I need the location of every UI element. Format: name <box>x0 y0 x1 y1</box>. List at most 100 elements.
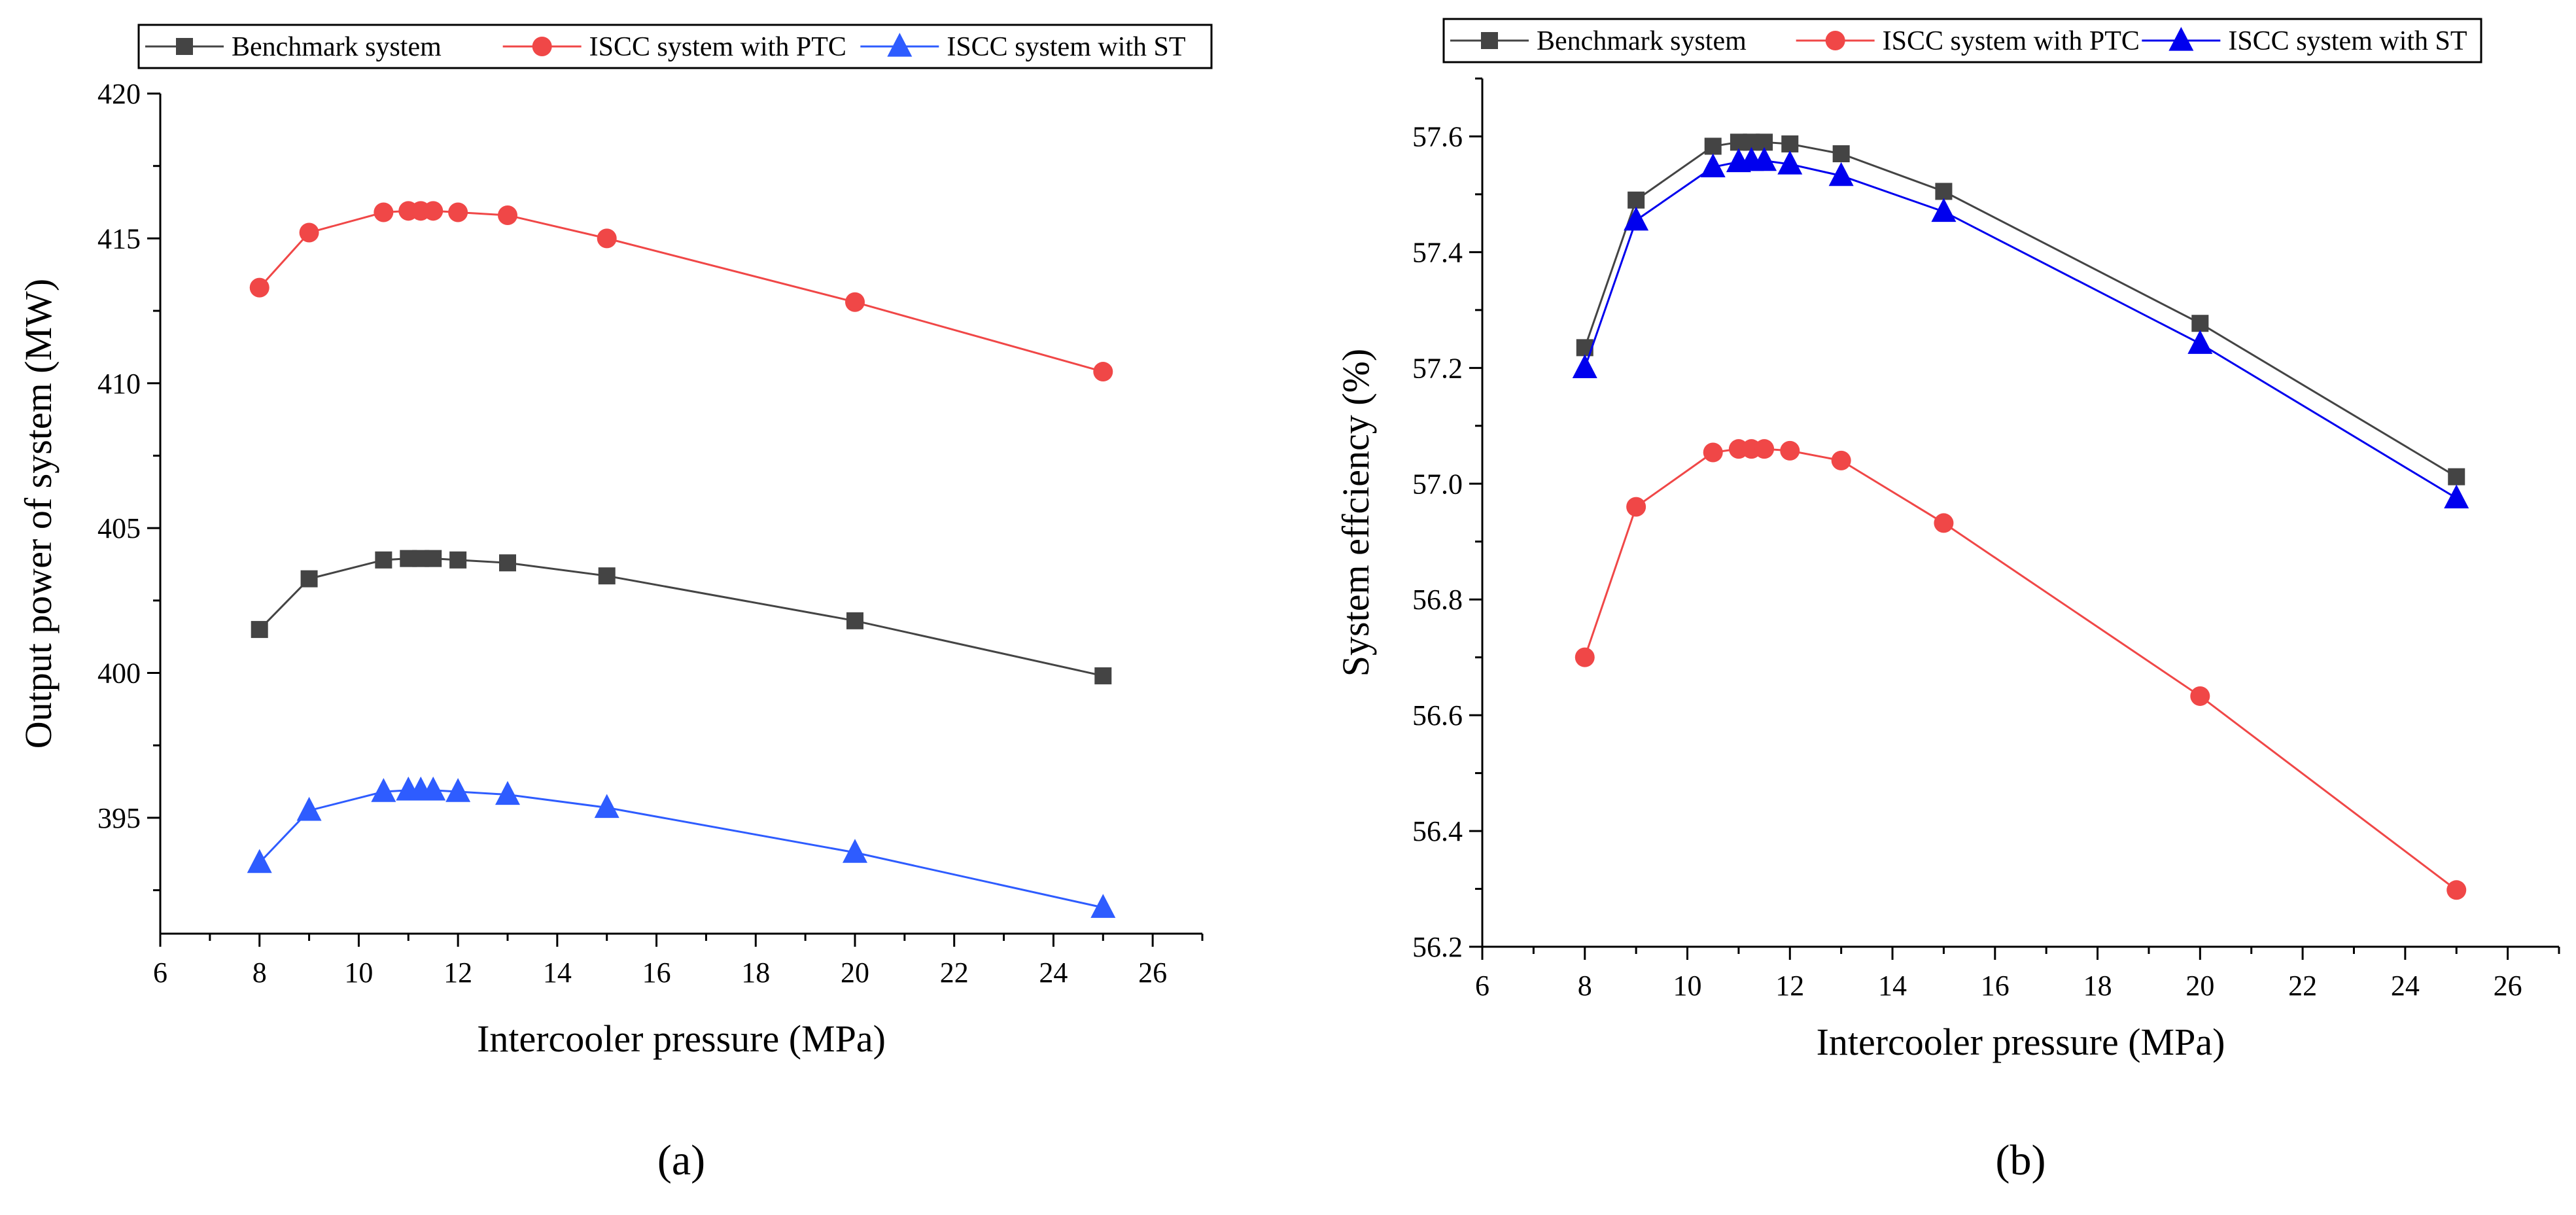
x-tick-label: 6 <box>1475 970 1489 1002</box>
legend-marker-circle <box>1825 31 1845 50</box>
data-point-triangle <box>1624 206 1649 231</box>
y-tick-label: 420 <box>97 78 141 110</box>
legend-marker-circle <box>532 37 552 56</box>
y-tick-label: 57.2 <box>1412 352 1463 384</box>
data-point-triangle <box>1572 354 1597 379</box>
x-tick-label: 10 <box>344 957 373 989</box>
data-point-triangle <box>495 781 520 805</box>
data-point-circle <box>1780 440 1800 461</box>
data-point-circle <box>374 202 394 222</box>
data-point-triangle <box>594 794 619 819</box>
legend: Benchmark system ISCC system with PTC ISCC… <box>1442 18 2482 63</box>
x-tick-label: 14 <box>1878 970 1907 1002</box>
y-axis-title: System effciency (%) <box>1334 349 1377 677</box>
data-point-square <box>449 551 467 569</box>
data-point-circle <box>1626 497 1646 517</box>
y-tick-label: 56.8 <box>1412 584 1463 616</box>
x-tick-label: 12 <box>1775 970 1804 1002</box>
data-point-square <box>499 554 516 572</box>
legend-label: ISCC system with ST <box>947 32 1185 62</box>
x-tick-label: 24 <box>2391 970 2420 1002</box>
series-line-2 <box>258 209 1104 373</box>
data-point-triangle <box>445 778 471 802</box>
data-point-circle <box>2190 686 2210 706</box>
chart-panel-a: 6 8 10 12 14 16 18 20 22 24 26 395 400 405 410 415 420 In… <box>17 24 1213 1184</box>
legend: Benchmark system ISCC system with PTC ISCC… <box>137 24 1213 69</box>
y-axis-title: Output power of system (MW) <box>17 279 60 748</box>
data-point-square <box>1832 145 1850 163</box>
y-tick-label: 56.4 <box>1412 815 1463 847</box>
data-point-triangle <box>1777 150 1803 175</box>
x-tick-label: 26 <box>1138 957 1167 989</box>
x-tick-label: 26 <box>2494 970 2522 1002</box>
y-tick-label: 56.6 <box>1412 699 1463 731</box>
data-point-circle <box>423 201 444 221</box>
data-point-triangle <box>1828 162 1854 186</box>
x-tick-label: 14 <box>543 957 572 989</box>
x-tick-label: 18 <box>741 957 770 989</box>
x-tick-label: 22 <box>2288 970 2317 1002</box>
data-point-triangle <box>1931 198 1957 222</box>
data-point-triangle <box>2444 484 2469 509</box>
data-point-square <box>1094 667 1112 684</box>
legend-label: Benchmark system <box>232 32 442 62</box>
data-point-triangle <box>247 849 272 873</box>
data-point-triangle <box>371 778 396 802</box>
data-point-circle <box>2446 880 2467 900</box>
data-point-circle <box>1703 442 1723 463</box>
data-point-square <box>846 612 863 629</box>
data-point-circle <box>1754 439 1775 459</box>
legend-marker-triangle <box>2168 27 2194 51</box>
x-tick-label: 18 <box>2083 970 2112 1002</box>
x-axis-title: Intercooler pressure (MPa) <box>1817 1021 2225 1063</box>
data-point-circle <box>448 202 468 222</box>
legend-marker-triangle <box>887 33 913 57</box>
data-point-circle <box>597 228 617 249</box>
data-point-square <box>2191 315 2209 332</box>
legend-label: Benchmark system <box>1537 26 1747 56</box>
y-tick-label: 410 <box>97 368 141 400</box>
data-point-circle <box>1575 647 1595 667</box>
x-tick-label: 16 <box>642 957 671 989</box>
data-point-triangle <box>421 776 446 801</box>
data-point-square <box>2448 468 2465 485</box>
data-point-circle <box>249 277 270 298</box>
data-point-triangle <box>1090 894 1116 918</box>
legend-label: ISCC system with PTC <box>589 32 846 62</box>
x-tick-label: 6 <box>153 957 167 989</box>
data-point-square <box>1627 191 1645 209</box>
legend-label: ISCC system with ST <box>2228 26 2467 56</box>
data-point-circle <box>845 292 865 312</box>
data-point-triangle <box>1752 147 1777 171</box>
data-point-triangle <box>2187 330 2213 354</box>
data-point-square <box>1704 137 1722 155</box>
y-tick-label: 56.2 <box>1412 931 1463 963</box>
x-tick-label: 22 <box>940 957 969 989</box>
data-point-square <box>598 567 616 585</box>
x-tick-label: 8 <box>1578 970 1592 1002</box>
x-tick-label: 20 <box>841 957 869 989</box>
x-tick-label: 20 <box>2185 970 2214 1002</box>
x-axis-title: Intercooler pressure (MPa) <box>477 1017 886 1060</box>
data-point-triangle <box>296 796 322 821</box>
data-point-circle <box>1831 450 1851 470</box>
series-line-3 <box>258 789 1104 909</box>
data-point-square <box>251 621 268 639</box>
data-point-square <box>300 570 318 588</box>
y-tick-label: 57.4 <box>1412 236 1463 268</box>
y-tick-label: 400 <box>97 658 141 690</box>
series-line-2 <box>1584 448 2458 891</box>
y-tick-label: 57.6 <box>1412 120 1463 152</box>
x-tick-label: 16 <box>1981 970 2010 1002</box>
data-point-square <box>1935 183 1953 200</box>
x-tick-label: 12 <box>444 957 472 989</box>
y-tick-label: 405 <box>97 512 141 544</box>
legend-box <box>137 24 1213 69</box>
x-tick-label: 24 <box>1039 957 1068 989</box>
legend-marker-square <box>176 38 193 55</box>
data-point-circle <box>498 205 517 225</box>
data-point-square <box>1781 135 1799 152</box>
x-tick-label: 10 <box>1673 970 1702 1002</box>
series-line-1 <box>258 557 1104 677</box>
